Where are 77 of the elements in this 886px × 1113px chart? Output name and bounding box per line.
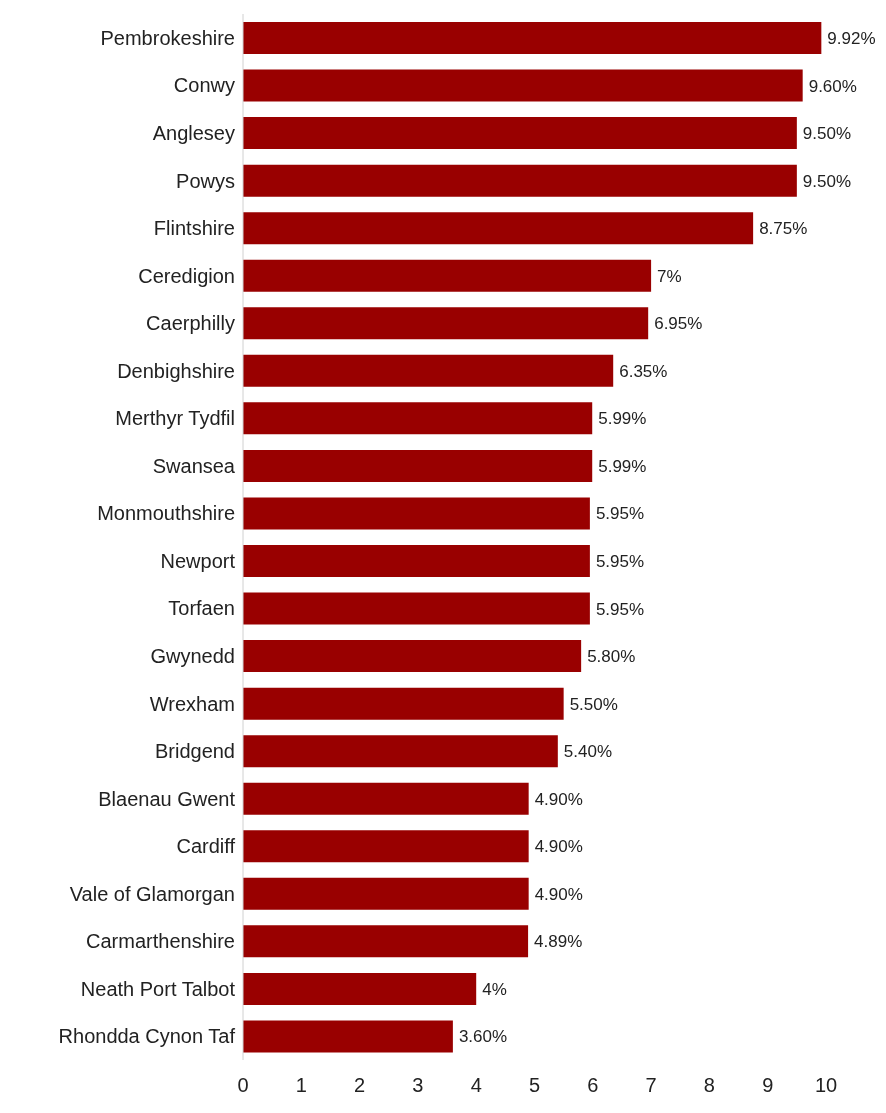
- y-tick-label: Newport: [160, 549, 236, 572]
- y-tick-label: Monmouthshire: [97, 502, 235, 525]
- bar: [243, 402, 593, 435]
- y-tick-label: Anglesey: [152, 121, 235, 144]
- x-tick-label: 6: [587, 1074, 599, 1097]
- data-label: 6.35%: [619, 361, 668, 381]
- data-label: 5.99%: [598, 456, 647, 476]
- data-label: 5.80%: [587, 647, 636, 667]
- bar: [243, 259, 652, 292]
- x-tick-label: 10: [814, 1074, 838, 1097]
- data-label: 4.89%: [534, 932, 583, 952]
- data-label: 4.90%: [534, 884, 583, 904]
- bar: [243, 925, 529, 958]
- x-tick-label: 1: [295, 1074, 307, 1097]
- x-tick-label: 3: [412, 1074, 424, 1097]
- bar: [243, 354, 614, 387]
- y-tick-label: Pembrokeshire: [100, 26, 235, 49]
- bar: [243, 117, 797, 150]
- bar: [243, 449, 593, 482]
- data-label: 3.60%: [458, 1027, 508, 1047]
- bar: [243, 972, 477, 1005]
- data-label: 5.95%: [595, 599, 645, 619]
- y-tick-label: Flintshire: [153, 217, 235, 240]
- data-label: 5.95%: [595, 504, 645, 524]
- data-label: 5.99%: [598, 409, 647, 429]
- x-tick-label: 9: [762, 1074, 774, 1097]
- bar: [243, 877, 529, 910]
- y-tick-label: Wrexham: [149, 692, 235, 715]
- y-tick-label: Conwy: [173, 74, 235, 97]
- bar: [243, 592, 590, 625]
- y-tick-label: Gwynedd: [150, 644, 235, 667]
- bar: [243, 545, 590, 577]
- y-tick-label: Vale of Glamorgan: [69, 882, 235, 905]
- x-tick-label: 4: [470, 1074, 482, 1097]
- y-tick-label: Bridgend: [154, 740, 235, 763]
- y-tick-label: Ceredigion: [138, 264, 235, 287]
- bar: [243, 640, 582, 673]
- data-label: 7%: [657, 266, 682, 286]
- bar: [243, 1020, 453, 1053]
- data-label: 5.50%: [569, 694, 618, 714]
- bar: [243, 22, 822, 54]
- bar: [243, 69, 803, 102]
- y-tick-label: Carmarthenshire: [86, 930, 235, 953]
- data-label: 9.50%: [802, 124, 852, 144]
- data-label: 9.50%: [802, 171, 852, 191]
- bar: [243, 307, 649, 340]
- bar: [243, 212, 754, 245]
- y-tick-label: Torfaen: [168, 597, 235, 620]
- y-tick-label: Caerphilly: [146, 312, 235, 335]
- bar: [243, 830, 529, 863]
- data-label: 8.75%: [759, 219, 808, 239]
- y-tick-label: Powys: [176, 169, 235, 192]
- y-tick-label: Merthyr Tydfil: [115, 407, 235, 430]
- y-tick-label: Rhondda Cynon Taf: [58, 1025, 236, 1048]
- data-label: 4%: [482, 979, 507, 999]
- data-label: 5.95%: [595, 552, 645, 572]
- y-tick-label: Swansea: [152, 454, 236, 477]
- x-tick-label: 0: [237, 1074, 249, 1097]
- data-label: 6.95%: [654, 314, 703, 334]
- y-tick-label: Denbighshire: [117, 359, 235, 382]
- bar: [243, 782, 529, 815]
- x-tick-label: 7: [645, 1074, 657, 1097]
- data-label: 4.90%: [534, 837, 583, 857]
- bar: [243, 687, 564, 720]
- y-tick-label: Blaenau Gwent: [98, 787, 236, 810]
- x-tick-label: 8: [703, 1074, 715, 1097]
- y-tick-label: Neath Port Talbot: [80, 977, 236, 1000]
- x-tick-label: 5: [528, 1074, 541, 1097]
- data-label: 5.40%: [563, 742, 613, 762]
- data-label: 4.90%: [534, 789, 583, 809]
- data-label: 9.92%: [827, 29, 876, 49]
- bar: [243, 164, 797, 197]
- data-label: 9.60%: [808, 76, 857, 96]
- x-tick-label: 2: [354, 1074, 366, 1097]
- bar: [243, 497, 590, 530]
- bar: [243, 735, 558, 768]
- y-tick-label: Cardiff: [176, 835, 236, 858]
